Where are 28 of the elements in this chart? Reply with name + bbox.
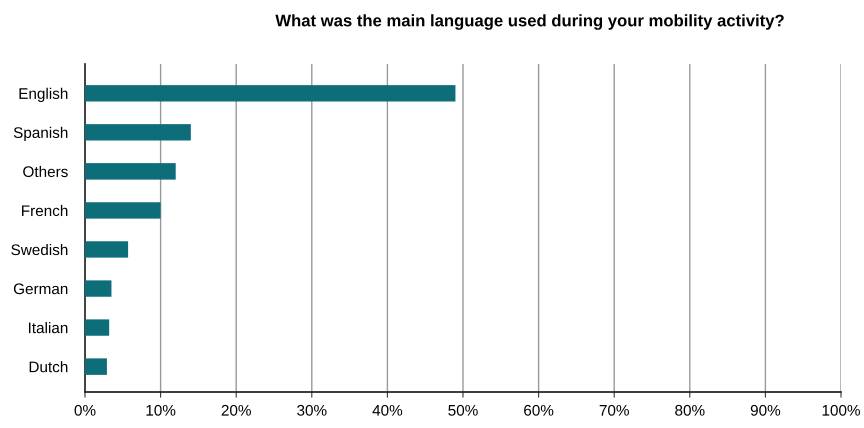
- y-tick-label: French: [22, 204, 68, 216]
- bar: [85, 319, 110, 336]
- x-tick-label: 50%: [448, 404, 478, 416]
- bar: [85, 358, 107, 375]
- y-tick-label: Swedish: [11, 244, 68, 256]
- x-tick-label: 90%: [750, 404, 780, 416]
- chart-title: What was the main language used during your mobility activity?: [275, 14, 784, 30]
- y-tick-label: German: [14, 283, 68, 294]
- x-tick-label: 10%: [146, 404, 176, 416]
- x-tick-label: 80%: [675, 404, 705, 416]
- y-tick-label: Dutch: [30, 361, 68, 372]
- x-tick-label: 100%: [822, 404, 860, 416]
- y-tick-label: English: [19, 88, 68, 102]
- bar: [85, 85, 456, 102]
- x-tick-label: 20%: [222, 404, 251, 416]
- bar: [85, 124, 191, 141]
- x-tick-label: 30%: [297, 404, 327, 416]
- x-tick-label: 40%: [372, 404, 402, 416]
- bar: [85, 280, 112, 297]
- bar: [85, 163, 176, 180]
- y-tick-label: Spanish: [14, 126, 68, 142]
- y-tick-label: Others: [23, 166, 68, 178]
- x-tick-label: 70%: [600, 404, 629, 416]
- bar: [85, 241, 128, 258]
- x-tick-label: 60%: [524, 404, 554, 416]
- x-tick-label: 0%: [74, 404, 96, 416]
- bar: [85, 202, 161, 219]
- y-tick-label: Italian: [28, 322, 68, 334]
